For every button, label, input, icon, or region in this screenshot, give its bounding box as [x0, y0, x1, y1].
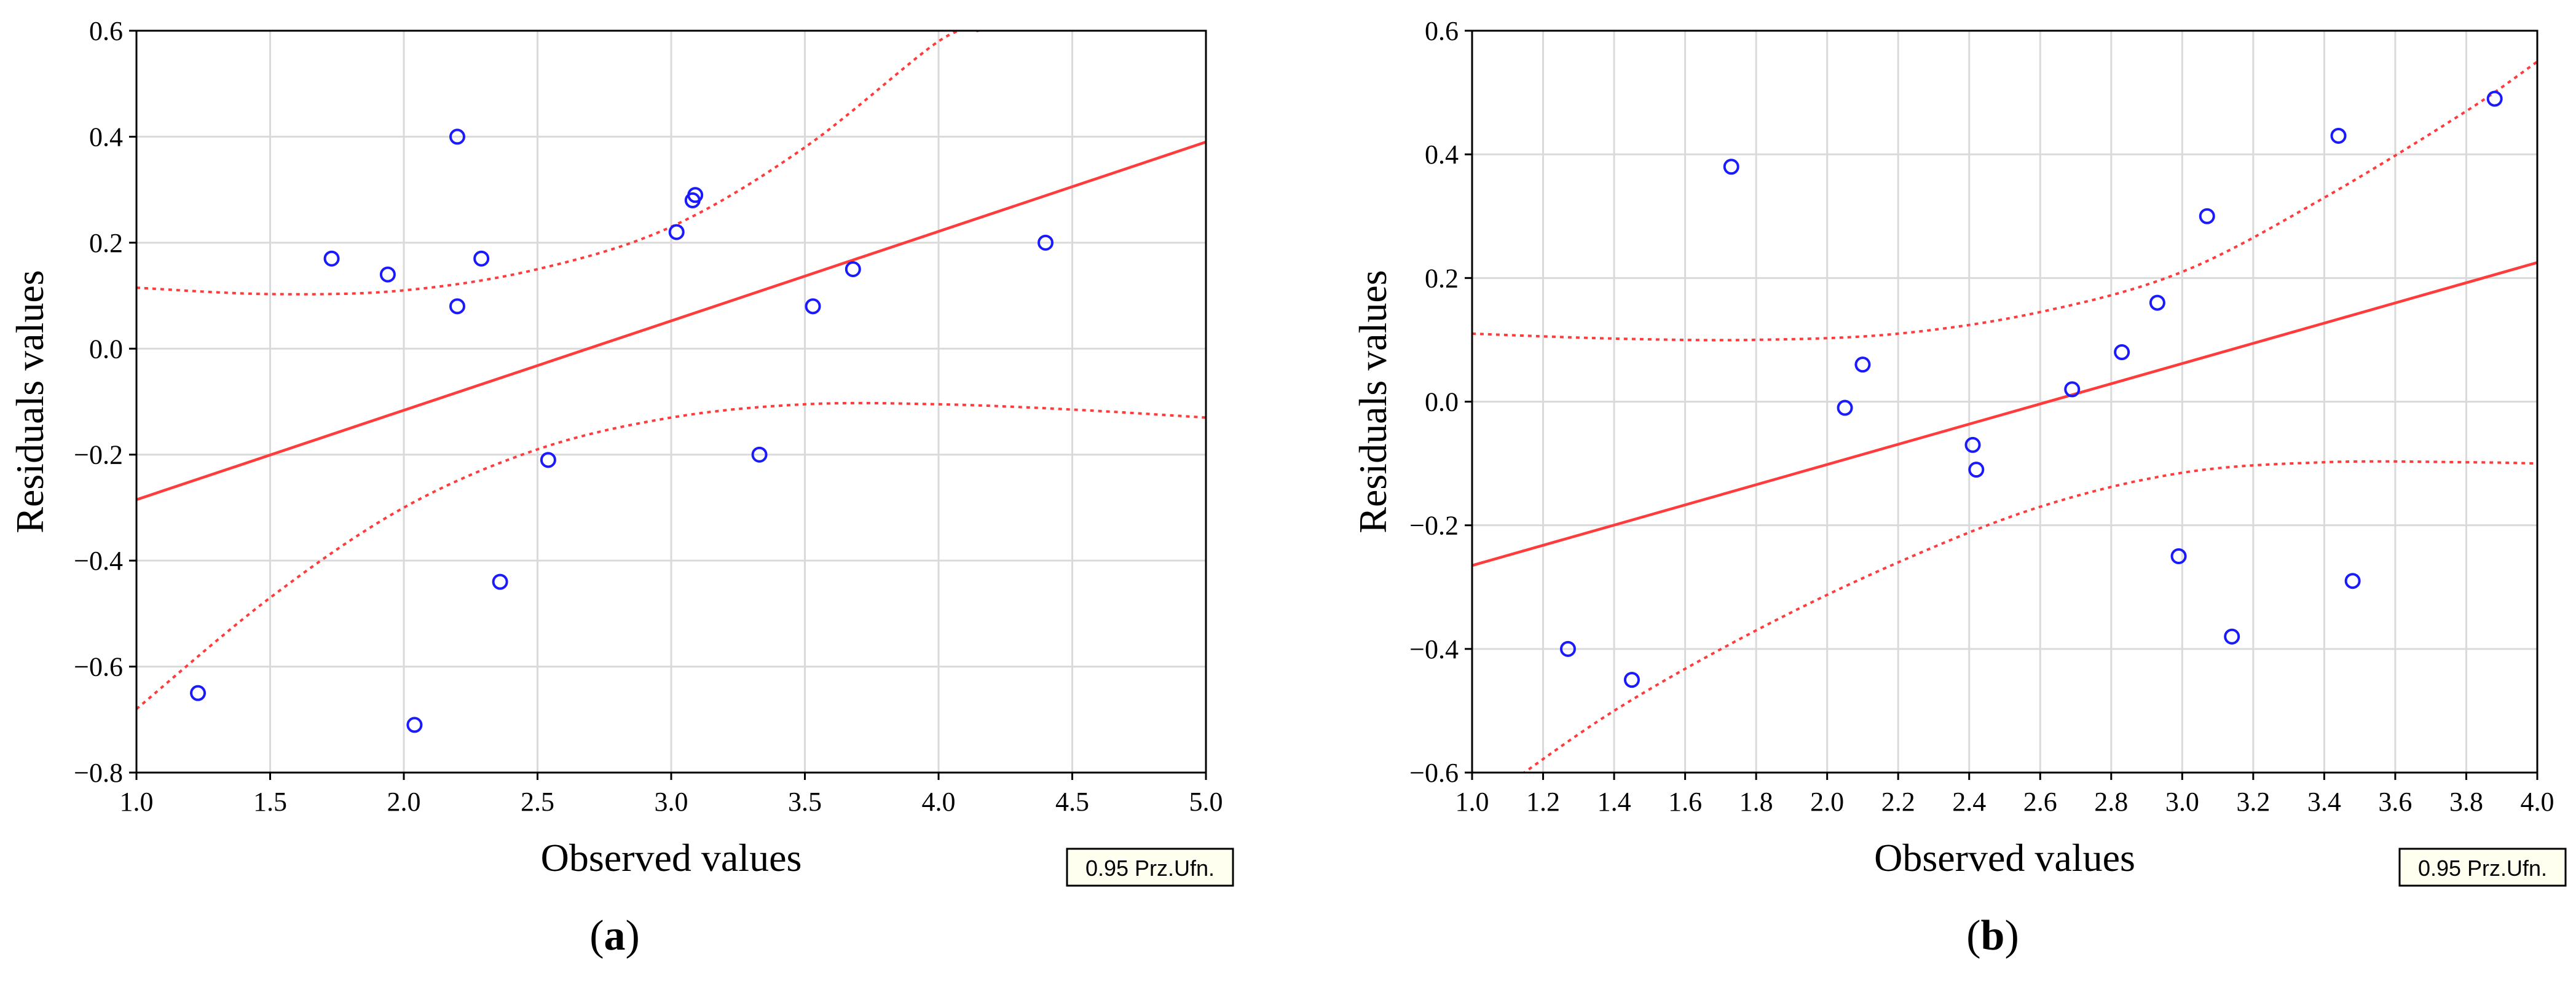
- y-tick-label: −0.2: [74, 440, 123, 470]
- chart-panel-2: 1.0 1.2 1.4 1.6 1.8 2.0 2.2 2.4 2.6 2.8 3.0 3.2 3.4 3…: [1351, 16, 2567, 959]
- x-axis-title: Observed values: [541, 836, 802, 880]
- x-tick-label: 1.6: [1668, 787, 1702, 817]
- x-tick-label: 2.6: [2023, 787, 2057, 817]
- y-tick-label: 0.2: [89, 228, 123, 258]
- data-point: [2199, 208, 2215, 224]
- panel-label: (b): [1966, 912, 2019, 959]
- confidence-legend-box: [1066, 848, 1234, 887]
- y-tick-label: 0.2: [1425, 263, 1459, 293]
- data-point: [1854, 356, 1871, 373]
- data-point: [2149, 294, 2165, 311]
- data-point: [406, 717, 423, 733]
- x-tick-label: 3.5: [788, 787, 822, 817]
- data-point: [449, 298, 465, 315]
- y-axis-title: Residuals values: [8, 270, 52, 533]
- panel-label: (a): [589, 912, 640, 959]
- x-tick-label: 1.0: [120, 787, 154, 817]
- y-tick-label: 0.4: [1425, 140, 1459, 170]
- x-tick-label: 2.4: [1952, 787, 1986, 817]
- data-point: [845, 261, 861, 277]
- x-tick-label: 4.5: [1055, 787, 1089, 817]
- x-tick-label: 2.5: [521, 787, 554, 817]
- plot-area: [136, 31, 1206, 733]
- y-tick-label: −0.4: [1409, 634, 1459, 664]
- lower-confidence-band: [1522, 460, 2537, 773]
- data-point: [492, 573, 508, 590]
- data-point: [1968, 462, 1985, 478]
- y-tick-label: −0.2: [1409, 511, 1459, 541]
- data-point: [1623, 672, 1640, 688]
- x-tick-label: 1.0: [1455, 787, 1489, 817]
- data-point: [2170, 548, 2187, 564]
- lower-confidence-band: [136, 401, 1206, 710]
- data-point: [1723, 159, 1739, 175]
- data-point: [668, 224, 685, 240]
- x-tick-label: 1.8: [1739, 787, 1773, 817]
- plot-frame: [1471, 30, 2539, 774]
- data-point: [1964, 436, 1981, 453]
- data-point: [1559, 640, 1576, 657]
- x-tick-label: 3.0: [2165, 787, 2199, 817]
- y-tick-label: −0.6: [1409, 758, 1459, 788]
- chart-panel-1: 1.0 1.5 2.0 2.5 3.0 3.5 4.0 4.5 5.0 0.6 0.4 0.2 0.0 −…: [8, 16, 1234, 959]
- x-tick-label: 2.0: [387, 787, 421, 817]
- data-point: [2064, 381, 2081, 398]
- upper-confidence-band: [1472, 60, 2537, 342]
- x-axis-title: Observed values: [1874, 836, 2135, 880]
- x-tick-label: 4.0: [922, 787, 956, 817]
- x-tick-label: 1.2: [1526, 787, 1560, 817]
- x-tick-label: 3.6: [2378, 787, 2412, 817]
- confidence-legend-box: [2398, 848, 2567, 887]
- plot-area: [1472, 60, 2537, 773]
- data-point: [2330, 127, 2347, 144]
- upper-confidence-band: [136, 31, 979, 296]
- data-point: [449, 128, 465, 145]
- data-point: [805, 298, 821, 315]
- y-tick-label: −0.4: [74, 546, 123, 576]
- y-tick-label: 0.6: [89, 16, 123, 46]
- data-point: [190, 685, 207, 701]
- data-point: [687, 187, 704, 203]
- data-point: [2114, 344, 2130, 361]
- data-point: [751, 446, 768, 463]
- x-tick-label: 1.5: [253, 787, 287, 817]
- y-tick-label: −0.6: [74, 652, 123, 682]
- x-tick-label: 1.4: [1597, 787, 1631, 817]
- x-tick-label: 3.2: [2236, 787, 2270, 817]
- regression-line: [136, 140, 1206, 502]
- y-tick-label: 0.0: [1425, 387, 1459, 417]
- plot-frame: [135, 30, 1207, 774]
- data-point: [540, 452, 556, 468]
- data-point: [2224, 628, 2240, 645]
- x-tick-label: 2.0: [1810, 787, 1844, 817]
- data-point: [323, 250, 340, 267]
- x-tick-label: 3.0: [655, 787, 688, 817]
- data-point: [1837, 400, 1853, 416]
- x-tick-label: 5.0: [1189, 787, 1223, 817]
- data-point: [1038, 234, 1054, 251]
- x-tick-label: 3.8: [2449, 787, 2483, 817]
- x-tick-label: 3.4: [2307, 787, 2341, 817]
- y-tick-label: 0.4: [89, 122, 123, 152]
- data-point: [379, 266, 396, 283]
- x-tick-label: 2.2: [1881, 787, 1915, 817]
- data-point: [2486, 90, 2503, 107]
- data-point: [473, 250, 490, 267]
- x-tick-label: 2.8: [2094, 787, 2128, 817]
- confidence-legend-label: 0.95 Prz.Ufn.: [1085, 856, 1215, 881]
- confidence-legend-label: 0.95 Prz.Ufn.: [2418, 856, 2547, 881]
- y-tick-label: 0.6: [1425, 16, 1459, 46]
- regression-line: [1472, 261, 2537, 567]
- y-tick-label: −0.8: [74, 758, 123, 788]
- x-tick-label: 4.0: [2521, 787, 2554, 817]
- data-point: [2344, 573, 2361, 589]
- y-tick-label: 0.0: [89, 334, 123, 364]
- y-axis-title: Residuals values: [1351, 270, 1395, 533]
